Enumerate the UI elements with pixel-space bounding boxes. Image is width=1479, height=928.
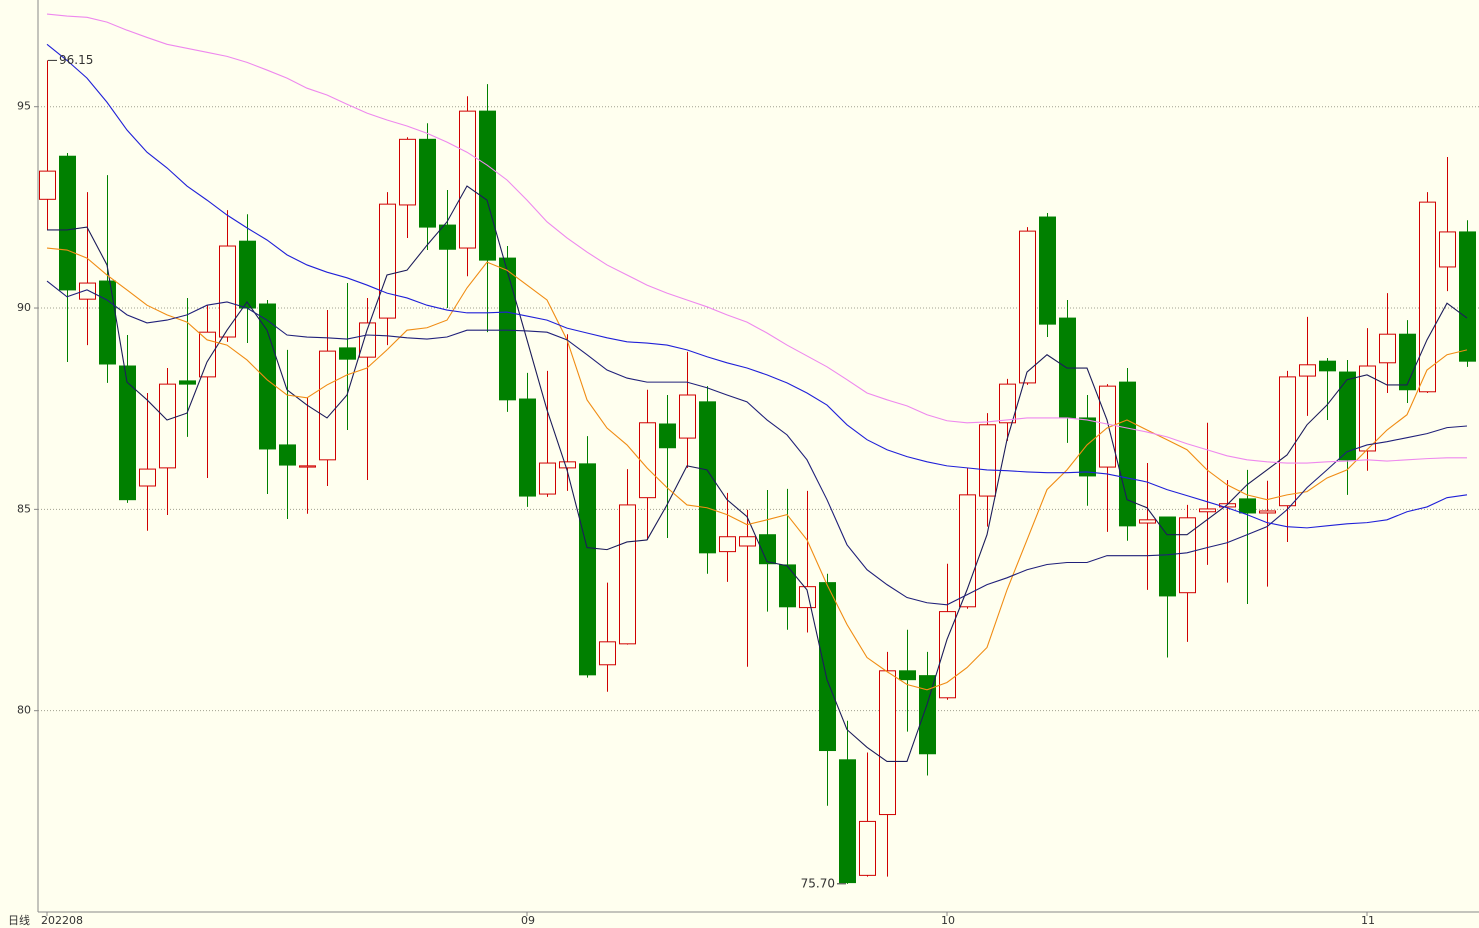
candle-body	[79, 282, 96, 300]
candle-body	[1319, 360, 1336, 372]
candle-body	[499, 257, 516, 401]
candle-body	[1079, 417, 1096, 477]
candle-body	[679, 394, 696, 439]
candle-body	[299, 465, 316, 468]
candle-body	[639, 422, 656, 499]
candle-body	[1139, 519, 1156, 524]
candle-body	[779, 564, 796, 608]
y-tick-label: 95	[17, 100, 31, 113]
candle-body	[1399, 333, 1416, 391]
candle-body	[799, 586, 816, 609]
candle-body	[899, 670, 916, 681]
candle-body	[1439, 231, 1456, 268]
candle-body	[1359, 365, 1376, 452]
candle-body	[279, 444, 296, 466]
candle-body	[419, 138, 436, 228]
candle-body	[839, 759, 856, 884]
candle-body	[559, 461, 576, 469]
candle-body	[159, 383, 176, 469]
candle-body	[819, 582, 836, 752]
y-tick-label: 90	[17, 301, 31, 314]
candle-body	[939, 611, 956, 699]
candle-body	[619, 504, 636, 645]
candle-body	[1179, 517, 1196, 594]
candle-body	[1119, 381, 1136, 527]
candle-body	[1299, 364, 1316, 377]
annotation: 75.70	[801, 876, 835, 890]
candle-body	[219, 245, 236, 338]
candle-body	[439, 224, 456, 250]
candle-body	[739, 536, 756, 547]
x-tick-label: 09	[521, 914, 535, 927]
y-tick-label: 80	[17, 704, 31, 717]
candle-body	[1159, 516, 1176, 597]
candle-body	[399, 138, 416, 206]
annotation: 96.15	[59, 53, 93, 67]
candle-body	[1239, 498, 1256, 514]
ma-line	[46, 13, 1467, 464]
candle-body	[99, 280, 116, 365]
candle-body	[879, 670, 896, 816]
ma-line	[46, 43, 1468, 529]
candle-body	[199, 331, 216, 378]
candle-body	[479, 110, 496, 261]
candle-body	[1279, 376, 1296, 507]
candle-body	[1199, 508, 1216, 513]
plot-area	[38, 13, 1479, 884]
candle-body	[359, 322, 376, 358]
candle-body	[759, 534, 776, 565]
y-tick-label: 85	[17, 502, 31, 515]
candle-body	[119, 365, 136, 501]
candle-body	[1099, 385, 1116, 468]
candle-body	[579, 463, 596, 676]
candle-body	[179, 380, 196, 385]
candle-body	[999, 383, 1016, 424]
candle-body	[1259, 510, 1276, 514]
candle-body	[1039, 216, 1056, 325]
candle-body	[59, 155, 76, 291]
candle-body	[979, 424, 996, 497]
candle-body	[459, 110, 476, 249]
candle-body	[319, 350, 336, 461]
candle-body	[519, 398, 536, 497]
period-label: 日线	[8, 913, 30, 927]
candle-body	[599, 641, 616, 666]
candle-body	[1019, 230, 1036, 384]
candle-body	[1379, 333, 1396, 364]
candle-body	[699, 401, 716, 554]
candle-body	[239, 240, 256, 309]
candle-body	[1339, 371, 1356, 461]
x-tick-label: 202208	[41, 914, 83, 927]
candle-body	[379, 203, 396, 319]
candle-body	[539, 462, 556, 495]
candle-body	[859, 820, 876, 876]
x-tick-label: 11	[1361, 914, 1375, 927]
candle-body	[1459, 231, 1476, 362]
candle-body	[339, 347, 356, 360]
candle-body	[719, 536, 736, 553]
candle-body	[1419, 201, 1436, 393]
ma-line	[46, 247, 1468, 691]
candle-body	[139, 468, 156, 487]
candle-body	[919, 675, 936, 755]
ma-line	[46, 280, 1468, 606]
ma-line	[47, 185, 1468, 762]
x-tick-label: 10	[941, 914, 955, 927]
candle-body	[259, 303, 276, 450]
candle-body	[39, 170, 56, 200]
candle-body	[659, 423, 676, 449]
